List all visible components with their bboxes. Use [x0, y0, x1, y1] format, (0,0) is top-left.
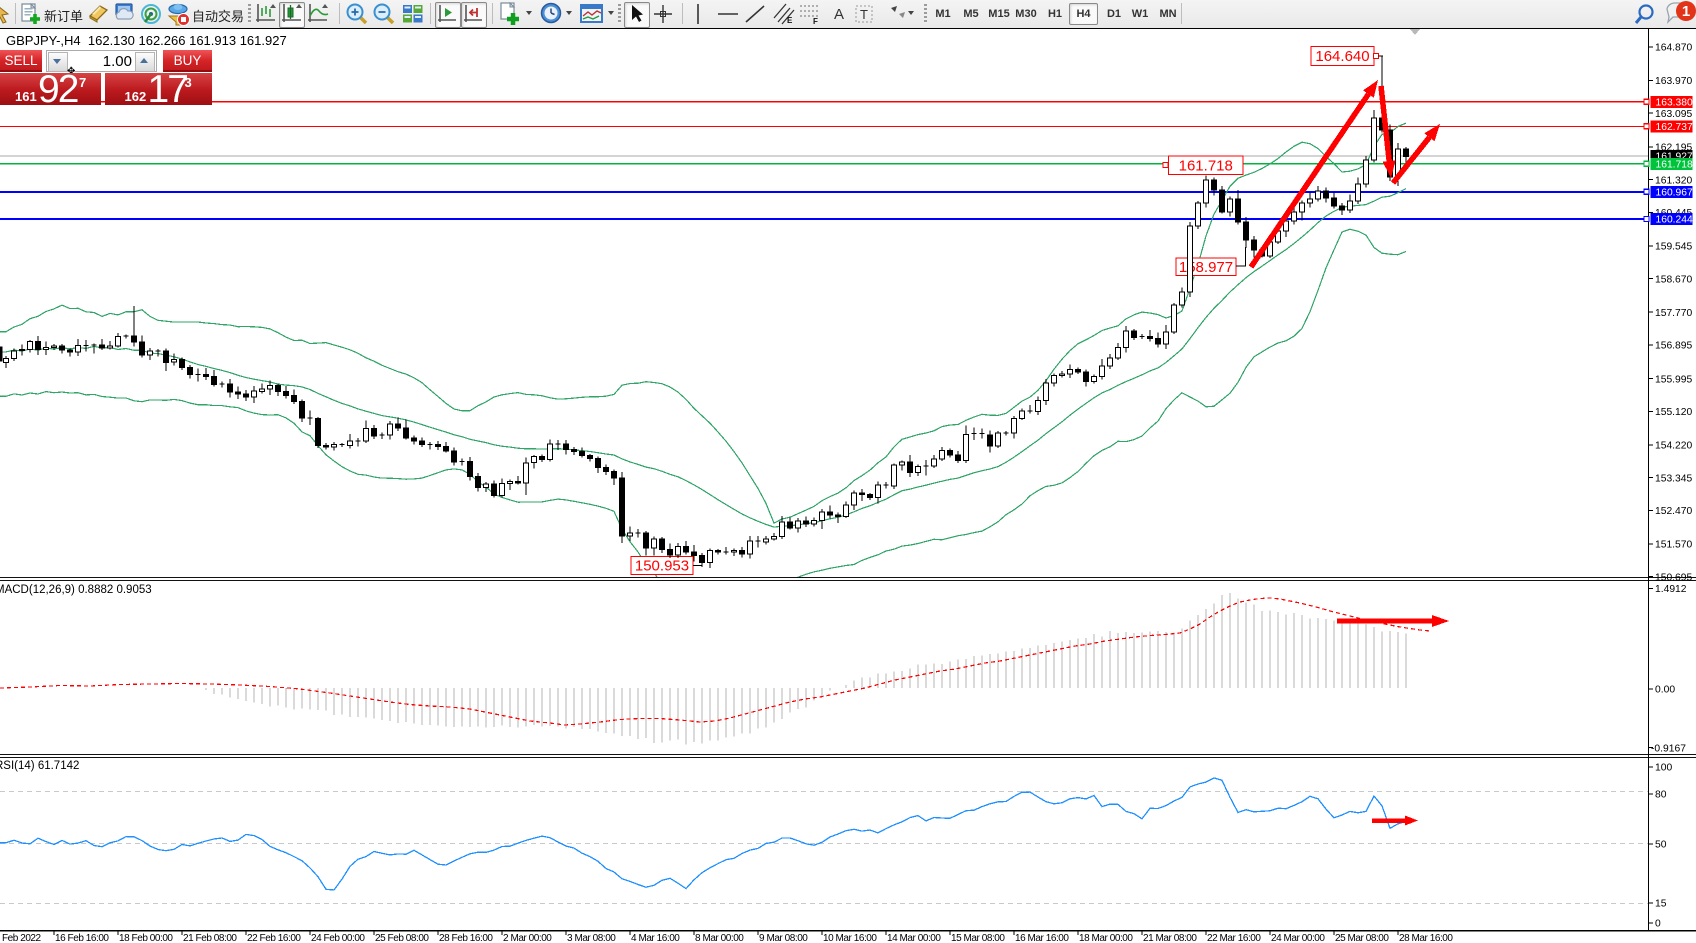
svg-text:16 Mar 16:00: 16 Mar 16:00 [1015, 933, 1069, 943]
svg-text:21 Feb 08:00: 21 Feb 08:00 [183, 933, 237, 943]
svg-text:160.967: 160.967 [1656, 188, 1693, 199]
svg-text:163.095: 163.095 [1655, 109, 1692, 120]
svg-text:18 Mar 00:00: 18 Mar 00:00 [1079, 933, 1133, 943]
svg-text:25 Feb 08:00: 25 Feb 08:00 [375, 933, 429, 943]
svg-text:151.570: 151.570 [1655, 540, 1692, 551]
svg-text:16 Feb 16:00: 16 Feb 16:00 [55, 933, 109, 943]
svg-text:162.195: 162.195 [1655, 143, 1692, 154]
svg-text:161.718: 161.718 [1656, 160, 1693, 171]
svg-text:163.380: 163.380 [1656, 98, 1693, 109]
svg-text:161.320: 161.320 [1655, 175, 1692, 186]
svg-text:100: 100 [1655, 763, 1672, 774]
svg-text:0: 0 [1655, 919, 1661, 930]
svg-text:T: T [860, 7, 868, 22]
svg-text:1.4912: 1.4912 [1655, 584, 1687, 595]
svg-text:15 Mar 08:00: 15 Mar 08:00 [951, 933, 1005, 943]
svg-text:28 Feb 16:00: 28 Feb 16:00 [439, 933, 493, 943]
svg-text:3 Mar 08:00: 3 Mar 08:00 [567, 933, 616, 943]
svg-text:161.718: 161.718 [1179, 157, 1233, 174]
svg-text:18 Feb 00:00: 18 Feb 00:00 [119, 933, 173, 943]
svg-text:MACD(12,26,9) 0.8882 0.9053: MACD(12,26,9) 0.8882 0.9053 [0, 584, 152, 596]
svg-text:22 Mar 16:00: 22 Mar 16:00 [1207, 933, 1261, 943]
svg-text:0.00: 0.00 [1655, 685, 1675, 696]
svg-text:RSI(14) 61.7142: RSI(14) 61.7142 [0, 760, 79, 772]
svg-text:25 Mar 08:00: 25 Mar 08:00 [1335, 933, 1389, 943]
svg-text:152.470: 152.470 [1655, 506, 1692, 517]
svg-text:153.345: 153.345 [1655, 473, 1692, 484]
svg-text:155.120: 155.120 [1655, 407, 1692, 418]
svg-text:10 Mar 16:00: 10 Mar 16:00 [823, 933, 877, 943]
svg-text:156.895: 156.895 [1655, 341, 1692, 352]
svg-text:150.953: 150.953 [635, 558, 689, 575]
svg-text:2 Mar 00:00: 2 Mar 00:00 [503, 933, 552, 943]
svg-text:GBPJPY-,H4 162.130 162.266 16: GBPJPY-,H4 162.130 162.266 161.913 161.9… [6, 33, 287, 48]
svg-text:161.927: 161.927 [1656, 152, 1693, 163]
svg-text:21 Mar 08:00: 21 Mar 08:00 [1143, 933, 1197, 943]
svg-text:-0.9167: -0.9167 [1651, 743, 1686, 754]
svg-text:150.695: 150.695 [1655, 572, 1692, 583]
svg-text:164.870: 164.870 [1655, 43, 1692, 54]
svg-text:24 Mar 00:00: 24 Mar 00:00 [1271, 933, 1325, 943]
svg-text:50: 50 [1655, 840, 1667, 851]
svg-text:A: A [834, 6, 844, 23]
svg-text:80: 80 [1655, 790, 1667, 801]
svg-text:160.244: 160.244 [1656, 215, 1693, 226]
svg-text:1: 1 [1682, 3, 1690, 20]
svg-text:158.670: 158.670 [1655, 274, 1692, 285]
svg-text:22 Feb 16:00: 22 Feb 16:00 [247, 933, 301, 943]
svg-text:8 Mar 00:00: 8 Mar 00:00 [695, 933, 744, 943]
svg-text:157.770: 157.770 [1655, 308, 1692, 319]
svg-text:159.545: 159.545 [1655, 242, 1692, 253]
svg-text:164.640: 164.640 [1315, 48, 1369, 65]
svg-text:162.737: 162.737 [1656, 122, 1693, 133]
svg-text:154.220: 154.220 [1655, 441, 1692, 452]
svg-text:163.970: 163.970 [1655, 76, 1692, 87]
svg-text:4 Mar 16:00: 4 Mar 16:00 [631, 933, 680, 943]
svg-text:155.995: 155.995 [1655, 374, 1692, 385]
svg-text:9 Mar 08:00: 9 Mar 08:00 [759, 933, 808, 943]
svg-text:Feb 2022: Feb 2022 [2, 933, 42, 943]
svg-text:24 Feb 00:00: 24 Feb 00:00 [311, 933, 365, 943]
svg-text:14 Mar 00:00: 14 Mar 00:00 [887, 933, 941, 943]
svg-text:E: E [787, 16, 793, 25]
svg-text:28 Mar 16:00: 28 Mar 16:00 [1399, 933, 1453, 943]
svg-text:15: 15 [1655, 899, 1667, 910]
svg-text:F: F [813, 17, 818, 26]
